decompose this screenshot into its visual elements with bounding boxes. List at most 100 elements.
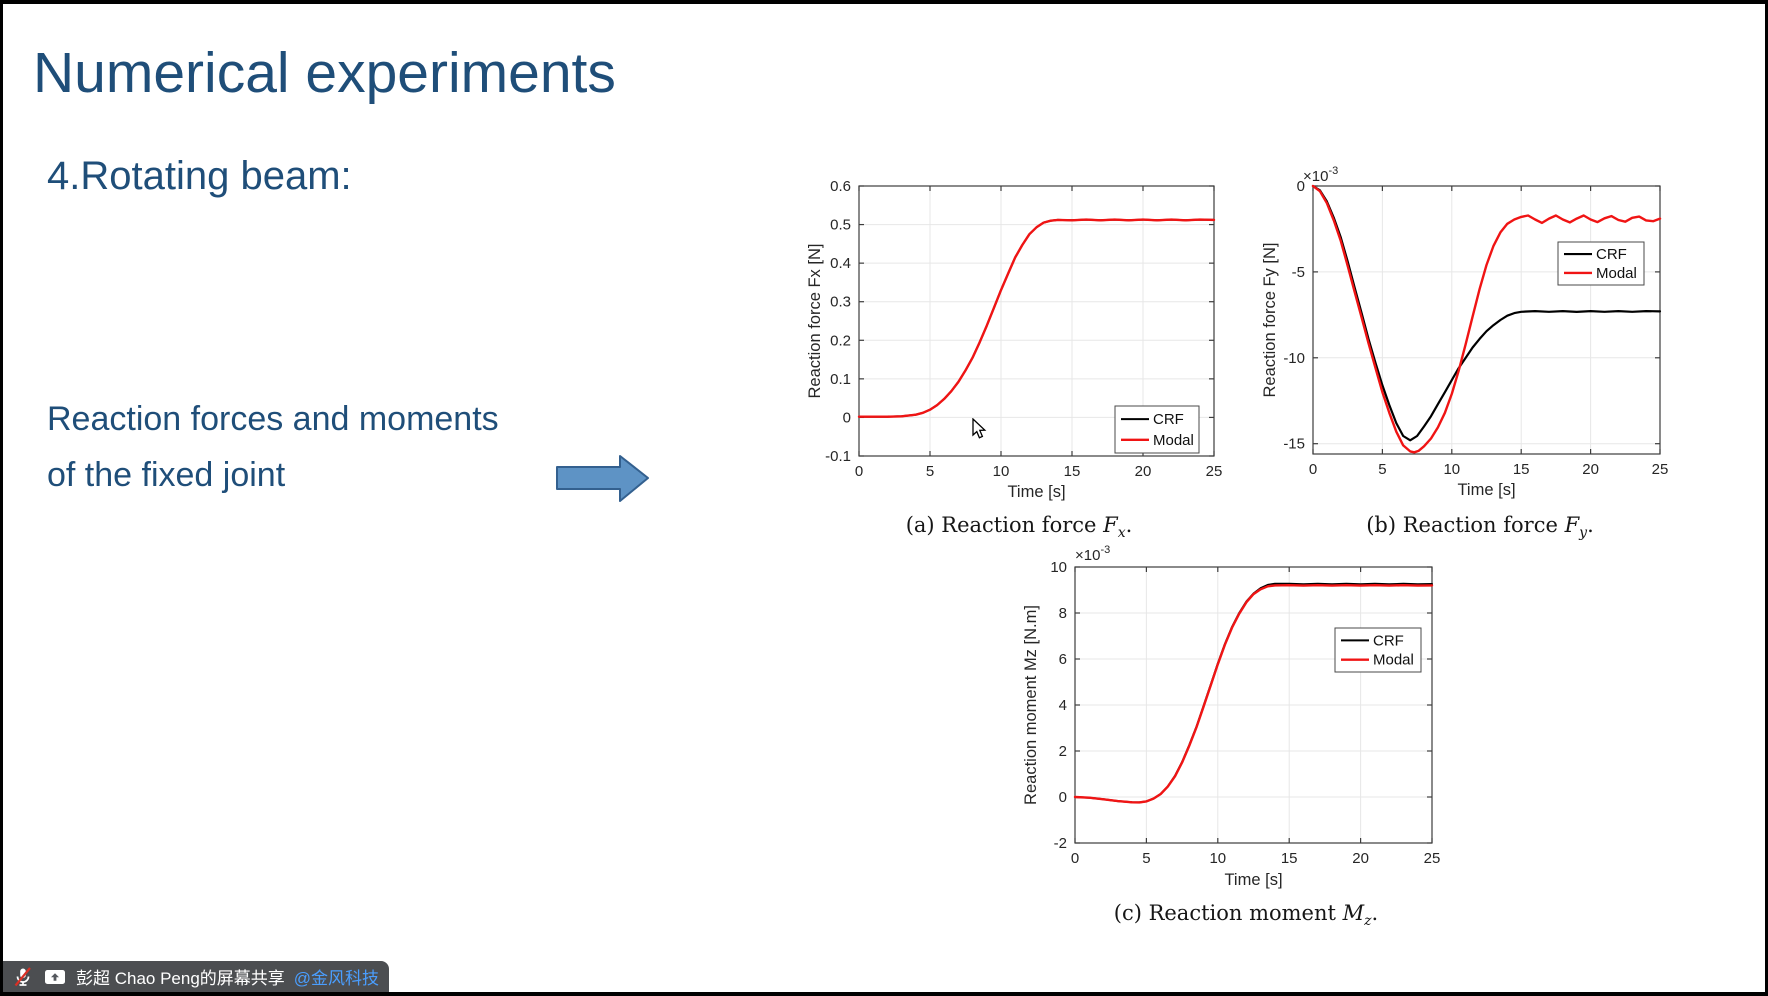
legend-label-modal: Modal <box>1373 652 1414 669</box>
axis-exponent-label: ×10-3 <box>1303 165 1338 185</box>
series-modal <box>1073 584 1434 804</box>
grid-lines <box>859 186 1214 456</box>
svg-text:6: 6 <box>1059 651 1067 668</box>
svg-text:0.6: 0.6 <box>830 178 851 195</box>
tick-labels: 0 5 10 15 20 25 -15 -10 -5 0 <box>1283 178 1668 478</box>
x-axis-label: Time [s] <box>1007 483 1065 501</box>
legend-box <box>1114 405 1200 454</box>
svg-text:15: 15 <box>1281 850 1298 867</box>
svg-text:0: 0 <box>1059 789 1067 806</box>
charts-canvas: 0 5 10 15 20 25-0.100.10.20.30.40.50.6Reactio… <box>806 165 1668 889</box>
svg-text:10: 10 <box>993 463 1010 480</box>
caption-fx-symbol: F <box>1103 513 1118 537</box>
svg-text:4: 4 <box>1059 697 1067 714</box>
series-modal <box>1311 184 1662 454</box>
y-axis-label: Reaction force Fx [N] <box>806 244 824 399</box>
caption-fy-subscript: y <box>1579 525 1588 542</box>
tick-marks <box>858 185 1215 457</box>
mention-link[interactable]: @金风科技 <box>293 969 380 988</box>
svg-text:0.4: 0.4 <box>830 255 851 272</box>
svg-text:10: 10 <box>1443 461 1460 478</box>
axes-box <box>1074 566 1433 844</box>
section-heading: 4.Rotating beam: <box>47 154 352 198</box>
grid-lines <box>1075 567 1432 843</box>
note-line-2: of the fixed joint <box>47 456 286 494</box>
note-line-1: Reaction forces and moments <box>47 400 499 438</box>
series-crf <box>1074 582 1433 804</box>
svg-text:0: 0 <box>1309 461 1317 478</box>
svg-text:15: 15 <box>1064 463 1081 480</box>
series-crf <box>858 218 1215 418</box>
svg-text:25: 25 <box>1652 461 1669 478</box>
y-axis-label: Reaction force Fy [N] <box>1261 243 1279 398</box>
series-modal <box>857 218 1216 418</box>
svg-text:-5: -5 <box>1292 264 1305 281</box>
mouse-cursor <box>971 417 991 445</box>
caption-fy-text: (b) Reaction force <box>1366 513 1565 537</box>
caption-fy-symbol: F <box>1564 513 1580 537</box>
caption-fx-subscript: x <box>1117 525 1126 542</box>
right-arrow-shape <box>556 454 650 509</box>
legend-box <box>1334 627 1422 673</box>
caption-fx-text: (a) Reaction force <box>905 513 1104 537</box>
svg-text:5: 5 <box>1378 461 1386 478</box>
caption-mz-subscript: z <box>1364 913 1372 930</box>
axes-box <box>1312 185 1661 455</box>
svg-text:25: 25 <box>1206 463 1223 480</box>
legend-label-crf: CRF <box>1373 632 1404 649</box>
svg-text:5: 5 <box>1142 850 1150 867</box>
grid-lines <box>1313 186 1660 454</box>
svg-text:0.3: 0.3 <box>830 294 851 311</box>
screen-share-icon <box>45 969 65 984</box>
y-axis-label: Reaction moment Mz [N.m] <box>1022 605 1040 805</box>
svg-text:0: 0 <box>855 463 863 480</box>
svg-text:0.2: 0.2 <box>830 332 851 349</box>
svg-text:0.1: 0.1 <box>830 371 851 388</box>
screen-share-status-bar[interactable]: 彭超 Chao Peng的屏幕共享 @金风科技 <box>3 961 389 992</box>
svg-text:-10: -10 <box>1283 350 1305 367</box>
slide-background: Numerical experiments 4.Rotating beam: R… <box>3 4 1765 992</box>
tick-labels: 0 5 10 15 20 25-0.100.10.20.30.40.50.6 <box>825 178 1222 480</box>
tick-marks <box>1074 566 1433 844</box>
legend-label-crf: CRF <box>1153 411 1184 428</box>
svg-text:10: 10 <box>1050 559 1067 576</box>
svg-text:15: 15 <box>1513 461 1530 478</box>
svg-text:2: 2 <box>1059 743 1067 760</box>
legend: CRF Modal <box>1114 405 1200 454</box>
right-arrow-icon <box>556 455 649 502</box>
svg-text:10: 10 <box>1209 850 1226 867</box>
legend: CRF Modal <box>1334 627 1422 673</box>
caption-mz-text: (c) Reaction moment <box>1113 901 1343 925</box>
legend-box <box>1557 241 1645 286</box>
svg-text:0: 0 <box>843 409 851 426</box>
legend: CRF Modal <box>1557 241 1645 286</box>
axis-exponent-label: ×10-3 <box>1075 544 1110 564</box>
svg-text:0: 0 <box>1297 178 1305 195</box>
svg-text:-2: -2 <box>1054 835 1067 852</box>
caption-mz-symbol: M <box>1342 901 1365 925</box>
page-title: Numerical experiments <box>33 41 616 105</box>
x-axis-label: Time [s] <box>1224 871 1282 889</box>
microphone-muted-icon <box>14 966 31 986</box>
legend-label-modal: Modal <box>1596 265 1637 282</box>
svg-text:-15: -15 <box>1283 436 1305 453</box>
caption-fx: (a) Reaction force Fx. <box>905 513 1133 542</box>
presenter-share-label: 彭超 Chao Peng的屏幕共享 <box>76 969 285 988</box>
svg-text:0.5: 0.5 <box>830 217 851 234</box>
svg-text:25: 25 <box>1424 850 1441 867</box>
plot-fy: 0 5 10 15 20 25 -15 -10 -5 0 Reaction force Fy [N]… <box>1261 165 1668 499</box>
tick-marks <box>1312 185 1661 454</box>
caption-fy: (b) Reaction force Fy. <box>1366 513 1594 542</box>
svg-text:20: 20 <box>1582 461 1599 478</box>
svg-text:20: 20 <box>1352 850 1369 867</box>
svg-text:5: 5 <box>926 463 934 480</box>
legend-label-modal: Modal <box>1153 432 1194 449</box>
cursor-arrow-icon <box>972 417 987 439</box>
series-crf <box>1311 184 1662 442</box>
caption-mz: (c) Reaction moment Mz. <box>1113 901 1379 930</box>
svg-text:-0.1: -0.1 <box>825 448 851 465</box>
svg-text:0: 0 <box>1071 850 1079 867</box>
svg-text:20: 20 <box>1135 463 1152 480</box>
